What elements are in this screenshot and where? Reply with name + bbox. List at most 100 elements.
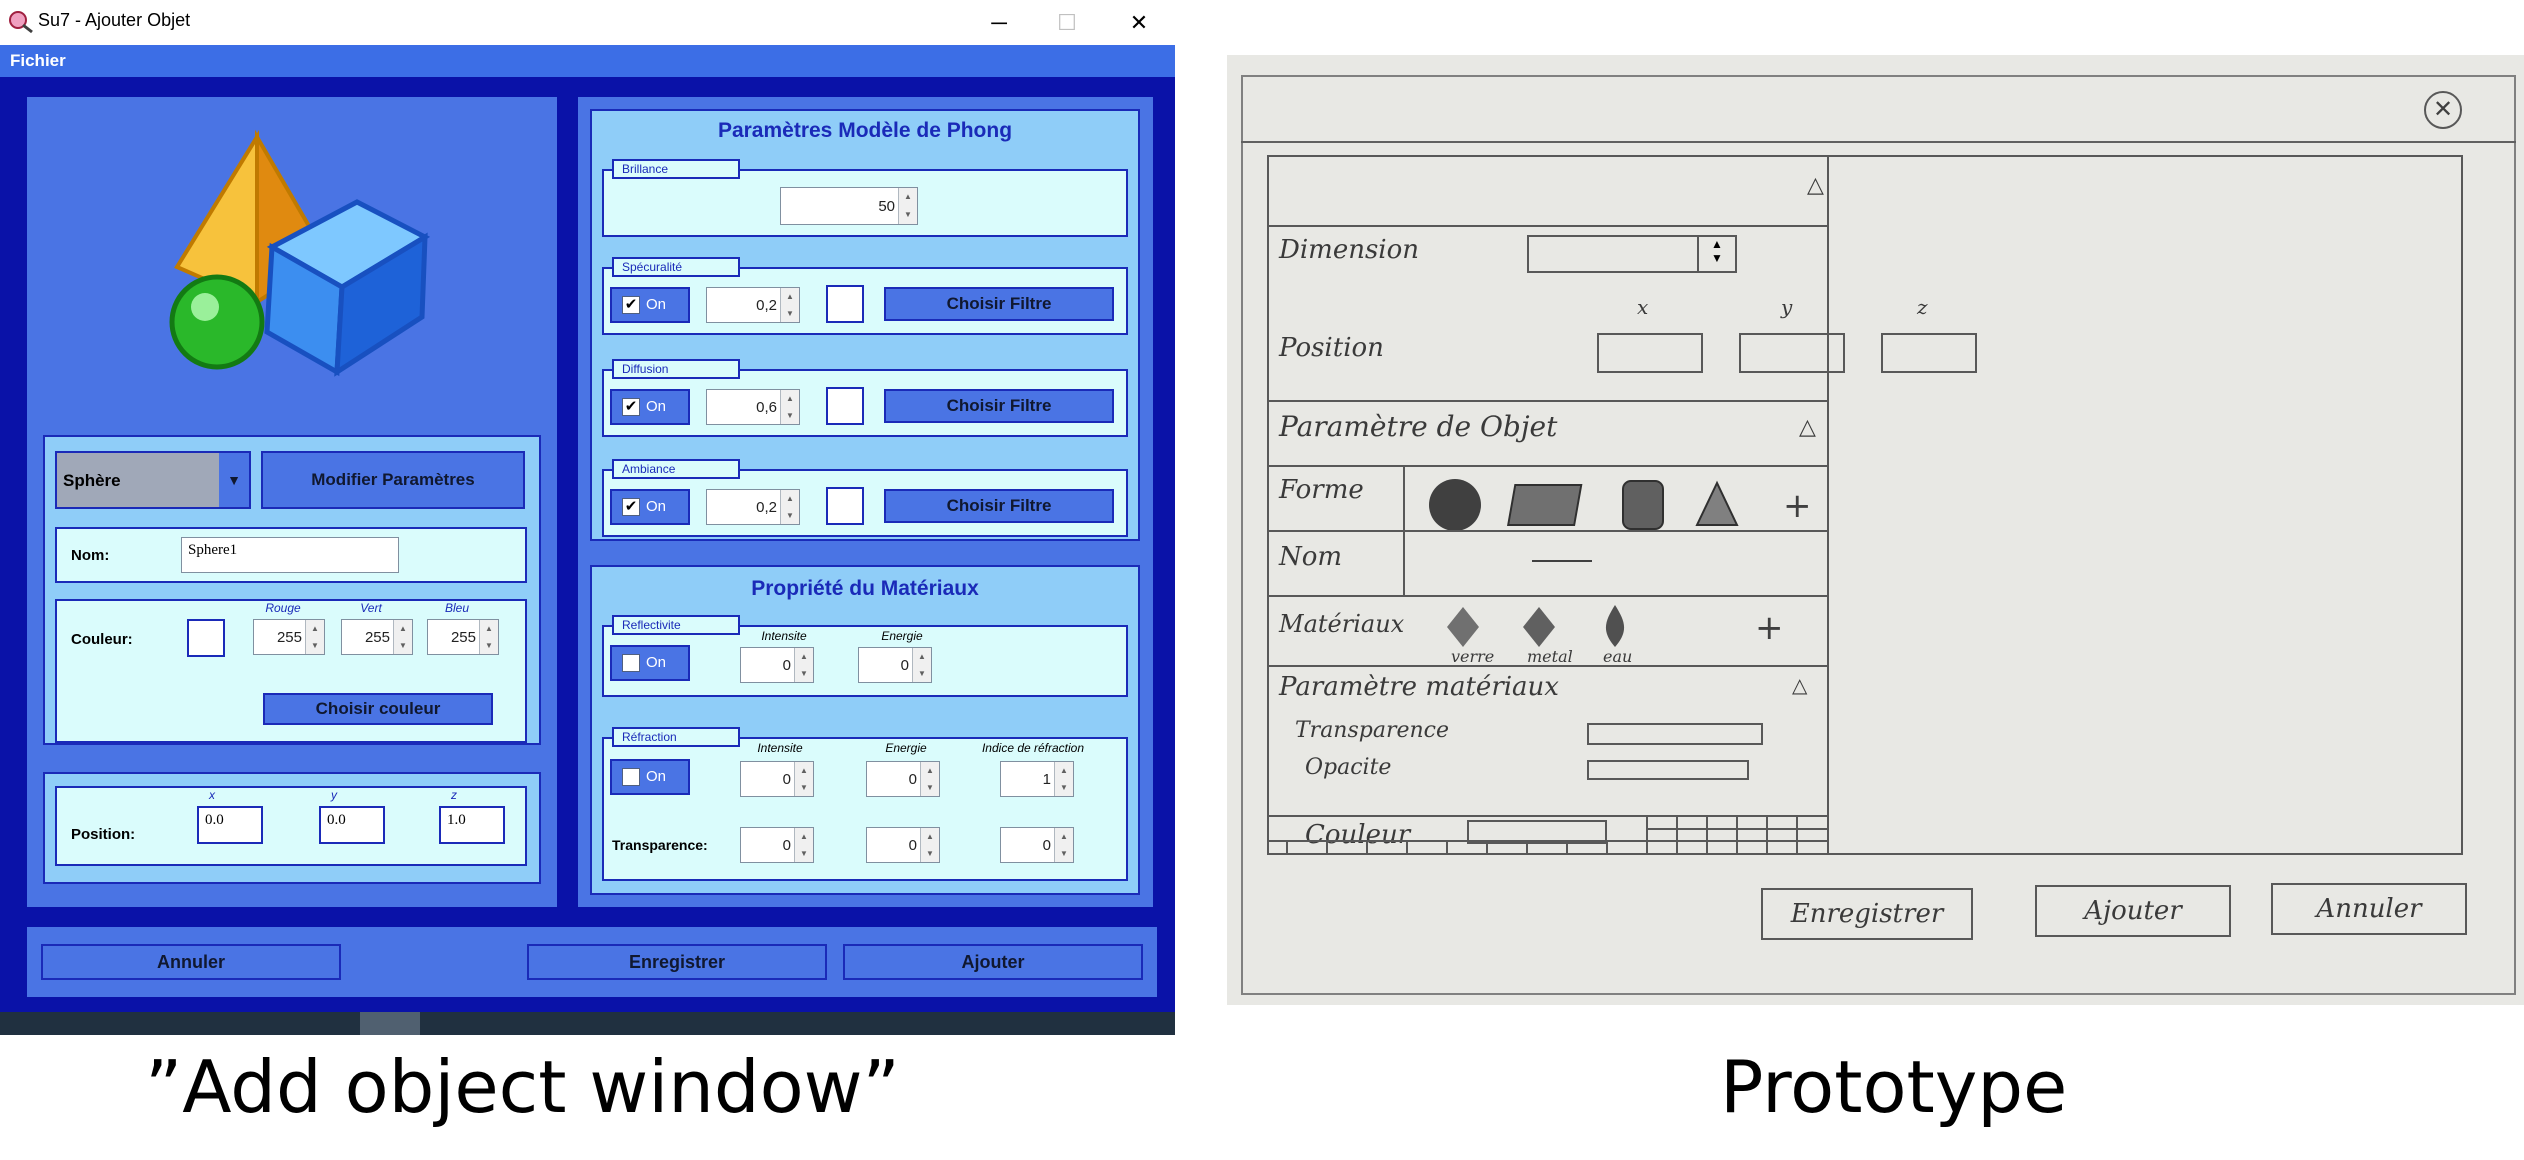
ambiance-color-swatch[interactable]	[826, 487, 864, 525]
specularity-filter-button[interactable]: Choisir Filtre	[884, 287, 1114, 321]
spinner-arrows-icon[interactable]: ▲ ▼	[1054, 828, 1073, 862]
maximize-button[interactable]: ☐	[1057, 10, 1077, 35]
brilliance-spinner[interactable]: 50 ▲ ▼	[780, 187, 918, 225]
minimize-button[interactable]: ─	[991, 10, 1007, 35]
diffusion-checkbox[interactable]: ✔ On	[610, 389, 690, 425]
spinner-arrows-icon[interactable]: ▲ ▼	[794, 648, 813, 682]
sketch-frame	[1241, 75, 2516, 995]
reflectivity-checkbox[interactable]: On	[610, 645, 690, 681]
spinner-arrows-icon[interactable]: ▲ ▼	[920, 828, 939, 862]
prototype-sketch: ✕ △ Dimension ▲ ▼ Position x y z Paramètr…	[1227, 55, 2524, 1005]
red-spinner[interactable]: 255 ▲ ▼	[253, 619, 325, 655]
specularity-color-swatch[interactable]	[826, 285, 864, 323]
refraction-energy-spinner[interactable]: 0 ▲ ▼	[866, 761, 940, 797]
add-button[interactable]: Ajouter	[843, 944, 1143, 980]
position-z-input[interactable]: 1.0	[439, 806, 505, 844]
diffusion-color-swatch[interactable]	[826, 387, 864, 425]
taskbar-app-icon[interactable]	[360, 1012, 420, 1035]
ambiance-checkbox[interactable]: ✔ On	[610, 489, 690, 525]
shape-select[interactable]: Sphère ▼	[55, 451, 251, 509]
sketch-material-params-label: Paramètre matériaux	[1279, 672, 1559, 702]
spinner-arrows-icon[interactable]: ▲ ▼	[305, 620, 324, 654]
refraction-intensity-spinner[interactable]: 0 ▲ ▼	[740, 761, 814, 797]
sketch-divider	[1827, 155, 1829, 855]
name-label: Nom:	[71, 547, 110, 564]
ambiance-caption: Ambiance	[612, 459, 740, 479]
position-y-input[interactable]: 0.0	[319, 806, 385, 844]
window-title: Su7 - Ajouter Objet	[38, 10, 191, 30]
sketch-x-field	[1597, 333, 1703, 373]
spinner-arrows-icon[interactable]: ▲ ▼	[393, 620, 412, 654]
modify-parameters-button[interactable]: Modifier Paramètres	[261, 451, 525, 509]
green-spinner[interactable]: 255 ▲ ▼	[341, 619, 413, 655]
shapes-logo-icon	[169, 129, 431, 377]
phong-box: Paramètres Modèle de Phong 50 ▲ ▼ Brillan…	[590, 109, 1140, 541]
sketch-shape-label: Forme	[1279, 475, 1364, 505]
close-button[interactable]: ✕	[1129, 10, 1149, 35]
sketch-add-button: Ajouter	[2035, 885, 2231, 937]
name-input[interactable]: Sphere1	[181, 537, 399, 573]
sketch-name-label: Nom	[1279, 542, 1343, 572]
sketch-collapse-icon-3: △	[1792, 673, 1808, 697]
position-label: Position:	[71, 826, 136, 843]
refraction-checkbox[interactable]: On	[610, 759, 690, 795]
sketch-spinner-icon: ▲ ▼	[1697, 235, 1737, 273]
sketch-color-grid-icon	[1267, 815, 1829, 855]
object-settings-box: Sphère ▼ Modifier Paramètres Nom: Sphere…	[43, 435, 541, 745]
transparence-2-spinner[interactable]: 0 ▲ ▼	[866, 827, 940, 863]
sketch-panel	[1267, 155, 2463, 855]
spinner-arrows-icon[interactable]: ▲ ▼	[479, 620, 498, 654]
sketch-opacity-label: Opacite	[1305, 755, 1392, 780]
sketch-object-params-label: Paramètre de Objet	[1279, 410, 1558, 443]
spinner-arrows-icon[interactable]: ▲ ▼	[794, 828, 813, 862]
transparence-1-spinner[interactable]: 0 ▲ ▼	[740, 827, 814, 863]
diffusion-caption: Diffusion	[612, 359, 740, 379]
menu-file[interactable]: Fichier	[10, 51, 66, 70]
brilliance-caption: Brillance	[612, 159, 740, 179]
sketch-transparence-label: Transparence	[1295, 718, 1450, 743]
parameters-panel: Paramètres Modèle de Phong 50 ▲ ▼ Brillan…	[578, 97, 1153, 907]
spinner-arrows-icon[interactable]: ▲ ▼	[1054, 762, 1073, 796]
refraction-index-spinner[interactable]: 1 ▲ ▼	[1000, 761, 1074, 797]
position-x-input[interactable]: 0.0	[197, 806, 263, 844]
blue-spinner[interactable]: 255 ▲ ▼	[427, 619, 499, 655]
spinner-arrows-icon[interactable]: ▲ ▼	[794, 762, 813, 796]
svg-text:+: +	[1755, 608, 1784, 648]
specularity-checkbox[interactable]: ✔ On	[610, 287, 690, 323]
ambiance-group: ✔ On 0,2 ▲ ▼ Choisir Filtre	[602, 469, 1128, 537]
reflect-energy-spinner[interactable]: 0 ▲ ▼	[858, 647, 932, 683]
material-title: Propriété du Matériaux	[751, 577, 979, 600]
caption-add-object-window: ”Add object window”	[145, 1045, 900, 1129]
spinner-arrows-icon[interactable]: ▲ ▼	[898, 188, 917, 224]
specularity-spinner[interactable]: 0,2 ▲ ▼	[706, 287, 800, 323]
sketch-dimension-label: Dimension	[1279, 235, 1420, 265]
refraction-caption: Réfraction	[612, 727, 740, 747]
diffusion-group: ✔ On 0,6 ▲ ▼ Choisir Filtre	[602, 369, 1128, 437]
transparence-3-spinner[interactable]: 0 ▲ ▼	[1000, 827, 1074, 863]
cancel-button[interactable]: Annuler	[41, 944, 341, 980]
sketch-materials-label: Matériaux	[1279, 610, 1405, 638]
diffusion-spinner[interactable]: 0,6 ▲ ▼	[706, 389, 800, 425]
spinner-arrows-icon[interactable]: ▲ ▼	[912, 648, 931, 682]
spinner-arrows-icon[interactable]: ▲ ▼	[780, 490, 799, 524]
position-box: Position: x y z 0.0 0.0 1.0	[43, 772, 541, 884]
brilliance-group: 50 ▲ ▼	[602, 169, 1128, 237]
choose-color-button[interactable]: Choisir couleur	[263, 693, 493, 725]
transparence-label: Transparence:	[612, 837, 708, 853]
ambiance-filter-button[interactable]: Choisir Filtre	[884, 489, 1114, 523]
color-swatch[interactable]	[187, 619, 225, 657]
sketch-opacity-field	[1587, 760, 1749, 780]
chevron-down-icon[interactable]: ▼	[219, 453, 249, 507]
reflect-intensity-spinner[interactable]: 0 ▲ ▼	[740, 647, 814, 683]
spinner-arrows-icon[interactable]: ▲ ▼	[920, 762, 939, 796]
spinner-arrows-icon[interactable]: ▲ ▼	[780, 288, 799, 322]
sketch-cancel-button: Annuler	[2271, 883, 2467, 935]
bottom-bar: Annuler Enregistrer Ajouter	[27, 927, 1157, 997]
spinner-arrows-icon[interactable]: ▲ ▼	[780, 390, 799, 424]
checkbox-empty-icon	[622, 768, 640, 786]
diffusion-filter-button[interactable]: Choisir Filtre	[884, 389, 1114, 423]
object-panel: Sphère ▼ Modifier Paramètres Nom: Sphere…	[27, 97, 557, 907]
ambiance-spinner[interactable]: 0,2 ▲ ▼	[706, 489, 800, 525]
refraction-group: On Intensite Energie Indice de réfractio…	[602, 737, 1128, 881]
save-button[interactable]: Enregistrer	[527, 944, 827, 980]
